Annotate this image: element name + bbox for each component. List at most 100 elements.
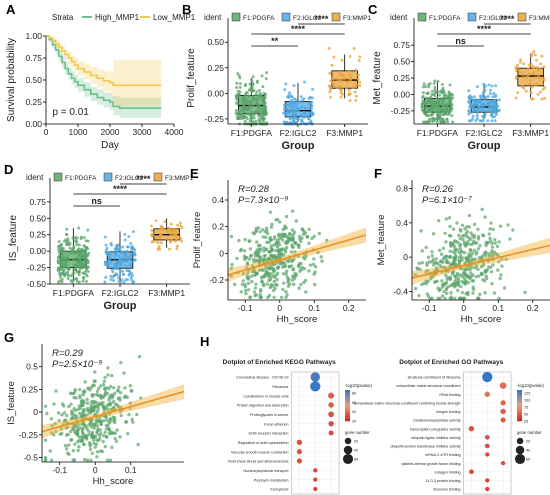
jitter-point [76,258,80,262]
regression-line [227,234,367,276]
jitter-point [541,82,545,86]
enrichment-dot [468,425,475,432]
scatter-point [431,257,435,262]
jitter-point [288,117,292,121]
y-tick-label: -0.2 [209,275,224,285]
jitter-point [151,240,155,244]
significance-label: **** [291,24,306,34]
scatter-point [281,287,285,292]
jitter-point [132,258,136,262]
jitter-point [251,81,255,85]
jitter-point [344,86,348,90]
jitter-point [328,90,332,94]
jitter-point [451,93,455,97]
scatter-point [124,420,128,424]
scatter-point [506,223,510,227]
scatter-point [286,235,291,239]
jitter-point [125,278,129,282]
jitter-point [235,81,239,85]
legend-title: ident [390,13,408,22]
jitter-point [441,104,445,108]
scatter-point [483,253,488,258]
scatter-point [284,240,288,244]
scatter-point [274,282,278,287]
legend-label: F1:PDGFA [243,15,275,22]
panel-letter-B: B [182,2,191,17]
color-legend-swatch [517,400,523,404]
enrichment-dot [328,392,335,399]
scatter-point [500,257,504,261]
scatter-point [280,265,285,269]
jitter-point [290,121,294,125]
jitter-point [493,119,497,123]
jitter-point [290,113,294,117]
jitter-point [169,239,173,243]
jitter-point [111,279,115,283]
scatter-point [459,229,463,233]
scatter-point [504,257,508,261]
correlation-p: P=6.1×10⁻⁷ [422,195,472,206]
legend-key [103,172,113,182]
jitter-point [169,232,173,236]
scatter-point [245,262,250,267]
scatter-point [275,240,279,245]
term-label: Fluid shear stress and atherosclerosis [228,460,289,464]
jitter-point [112,274,116,278]
jitter-point [264,109,268,113]
scatter-point [261,228,265,232]
jitter-point [542,65,546,69]
jitter-point [237,117,241,121]
scatter-point [89,385,94,389]
scatter-point [457,258,461,263]
jitter-point [75,243,79,247]
scatter-point [303,257,307,261]
color-legend-tick: 20 [352,420,356,424]
jitter-point [175,244,179,248]
scatter-point [101,382,106,387]
scatter-point [68,391,73,395]
term-label: Regulation of actin cytoskeleton [238,441,289,445]
jitter-point [262,113,266,117]
scatter-point [81,392,86,397]
jitter-point [281,111,285,115]
scatter-point [508,237,512,241]
legend-label: F3:MMP1 [165,175,194,182]
scatter-point [73,442,77,446]
scatter-point [312,257,316,261]
size-legend-title: gene number [517,430,542,435]
jitter-point [81,279,85,283]
scatter-point [60,413,64,417]
jitter-point [292,84,296,88]
panel-h-go-dotplot: Dotplot of Enriched GO Pathways structura… [354,359,544,495]
scatter-point [483,268,488,273]
jitter-point [65,232,69,236]
scatter-point [241,279,245,283]
jitter-point [491,95,495,99]
color-legend-swatch [345,416,351,419]
scatter-point [475,264,479,268]
scatter-point [307,227,311,231]
jitter-point [75,277,79,281]
jitter-point [421,91,425,95]
enrichment-dot [469,469,474,475]
scatter-point [230,262,234,267]
y-tick-label: 0.00 [393,89,410,99]
scatter-point [43,404,48,408]
legend-title: ident [26,173,44,182]
scatter-point [312,234,316,239]
scatter-point [95,409,100,414]
legend-label: F2:IGLC2 [479,15,508,22]
jitter-point [357,59,361,63]
scatter-point [268,265,272,269]
x-tick-label: F3:MMP1 [148,288,185,298]
jitter-point [83,245,87,249]
jitter-point [127,255,131,259]
enrichment-dot [328,402,334,408]
jitter-point [526,74,530,78]
scatter-point [275,277,279,282]
size-legend-dot [516,437,524,445]
scatter-point [467,257,471,261]
scatter-point [241,272,246,276]
enrichment-dot [500,400,506,406]
term-label: Protein digestion and absorption [237,404,289,408]
